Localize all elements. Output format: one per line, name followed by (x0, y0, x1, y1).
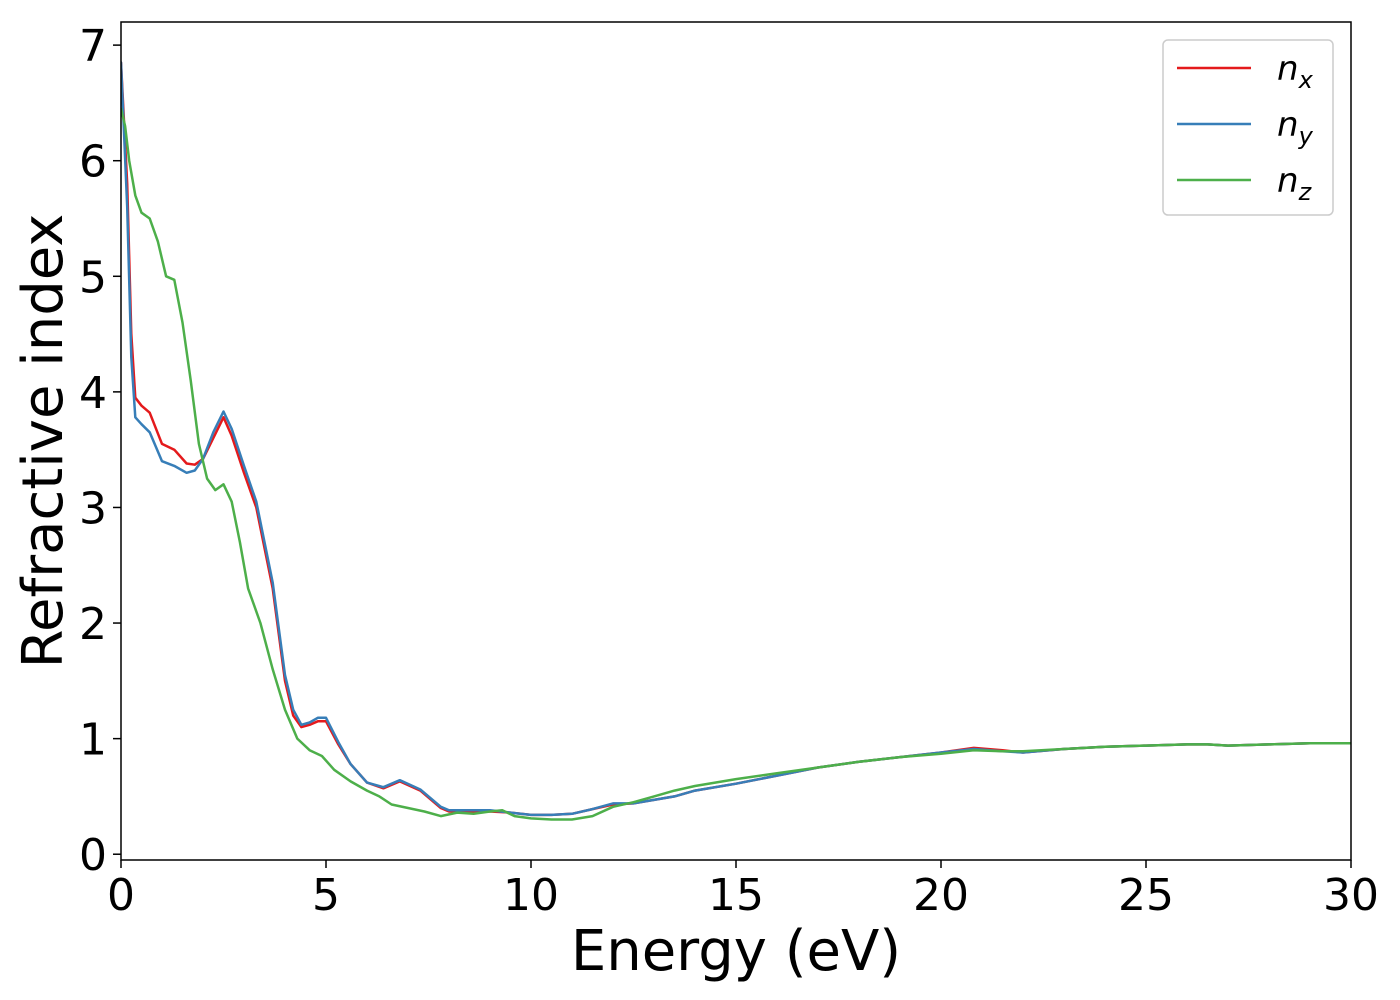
legend: nx ny nz (1162, 39, 1334, 216)
y-tick-label: 3 (79, 483, 107, 534)
x-tick-label: 30 (1323, 870, 1379, 921)
legend-label: ny (1277, 105, 1314, 150)
x-tick-label: 10 (503, 870, 559, 921)
series-line-n-z (121, 107, 1351, 821)
x-axis-label: Energy (eV) (571, 919, 901, 984)
legend-label: nx (1277, 49, 1314, 94)
x-tick-label: 15 (708, 870, 764, 921)
x-tick-label: 25 (1118, 870, 1174, 921)
y-tick-label: 4 (79, 368, 107, 419)
legend-box (1162, 39, 1334, 216)
y-tick-label: 6 (79, 137, 107, 188)
y-tick-label: 2 (79, 599, 107, 650)
y-tick-label: 7 (79, 21, 107, 72)
legend-label: nz (1277, 161, 1313, 206)
y-tick-label: 1 (79, 715, 107, 766)
x-tick-label: 0 (107, 870, 135, 921)
x-tick-label: 5 (312, 870, 340, 921)
y-axis: 0 1 2 3 4 5 6 7 (79, 21, 121, 881)
x-tick-label: 20 (913, 870, 969, 921)
y-axis-label: Refractive index (11, 214, 76, 669)
x-axis: 0 5 10 15 20 25 30 (107, 860, 1379, 921)
series-layer (121, 61, 1351, 821)
y-tick-label: 0 (79, 830, 107, 881)
y-tick-label: 5 (79, 252, 107, 303)
